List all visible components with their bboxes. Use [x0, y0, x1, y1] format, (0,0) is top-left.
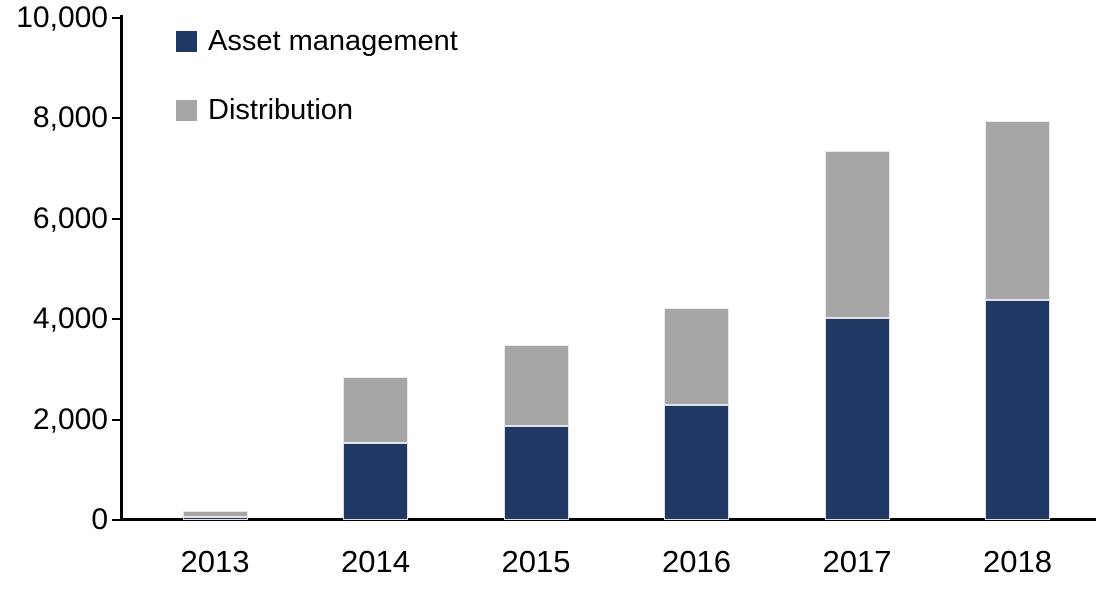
legend-label: Asset management — [208, 25, 458, 57]
y-tick-mark — [112, 418, 122, 421]
y-tick-mark — [112, 519, 122, 521]
y-tick-mark — [112, 117, 122, 120]
bar-2013 — [182, 511, 248, 520]
x-tick-label-2014: 2014 — [341, 544, 410, 579]
bar-segment-distribution — [824, 151, 890, 318]
y-axis-line — [120, 15, 123, 521]
bar-segment-asset-management — [343, 442, 408, 520]
y-tick-label: 10,000 — [16, 1, 108, 34]
y-tick-mark — [112, 217, 122, 220]
bar-segment-asset-management — [985, 300, 1050, 520]
bar-segment-distribution — [182, 511, 248, 517]
y-tick-label: 8,000 — [32, 101, 108, 135]
bar-2017 — [824, 151, 890, 520]
y-tick-mark — [112, 318, 122, 321]
x-tick-label-2013: 2013 — [180, 544, 250, 579]
y-tick-label: 4,000 — [32, 302, 108, 336]
bar-segment-distribution — [664, 308, 729, 406]
bar-segment-distribution — [343, 376, 408, 443]
y-tick-mark — [112, 17, 122, 19]
bar-2018 — [985, 120, 1050, 520]
bar-2014 — [343, 376, 408, 520]
bar-segment-asset-management — [824, 317, 890, 520]
legend-item-asset-management: Asset management — [176, 24, 458, 59]
x-axis-line — [120, 518, 1096, 521]
legend-label: Distribution — [208, 93, 354, 126]
legend-swatch-icon — [176, 30, 197, 52]
x-tick-label-2017: 2017 — [822, 544, 892, 579]
legend-swatch-icon — [176, 99, 197, 121]
bar-2015 — [503, 345, 569, 520]
y-tick-label: 0 — [91, 503, 108, 536]
bar-segment-distribution — [985, 120, 1050, 301]
y-tick-label: 6,000 — [32, 201, 108, 235]
x-tick-label-2016: 2016 — [662, 544, 731, 579]
chart-legend: Asset management Distribution — [176, 24, 458, 128]
bar-segment-asset-management — [182, 517, 248, 520]
bar-segment-asset-management — [664, 405, 729, 520]
x-tick-label-2018: 2018 — [983, 544, 1052, 579]
bar-2016 — [664, 308, 729, 520]
legend-item-distribution: Distribution — [176, 93, 458, 128]
bar-segment-asset-management — [503, 426, 569, 520]
bar-segment-distribution — [503, 345, 569, 427]
x-tick-label-2015: 2015 — [501, 544, 571, 579]
y-tick-label: 2,000 — [32, 402, 108, 436]
